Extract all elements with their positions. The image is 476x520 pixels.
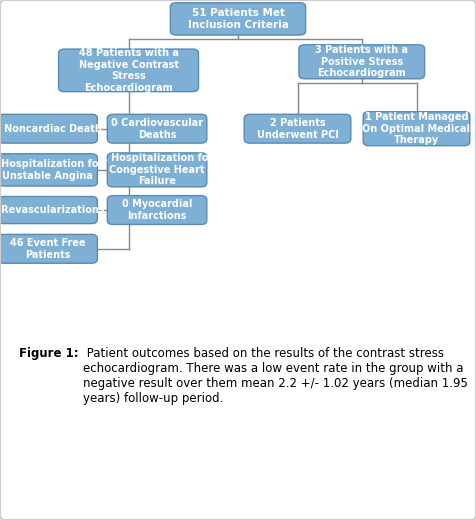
Text: 51 Patients Met
Inclusion Criteria: 51 Patients Met Inclusion Criteria (188, 8, 288, 30)
FancyBboxPatch shape (59, 49, 198, 92)
Text: 46 Event Free
Patients: 46 Event Free Patients (10, 238, 85, 259)
Text: 3 Patients with a
Positive Stress
Echocardiogram: 3 Patients with a Positive Stress Echoca… (315, 45, 408, 79)
Text: 1 Noncardiac Death: 1 Noncardiac Death (0, 124, 101, 134)
Text: Figure 1:: Figure 1: (19, 347, 79, 360)
Text: 48 Patients with a
Negative Contrast
Stress
Echocardiogram: 48 Patients with a Negative Contrast Str… (79, 48, 178, 93)
FancyBboxPatch shape (244, 114, 351, 143)
FancyBboxPatch shape (170, 3, 306, 35)
FancyBboxPatch shape (0, 197, 97, 224)
FancyBboxPatch shape (108, 114, 207, 143)
Text: 1 Hospitalization for
Unstable Angina: 1 Hospitalization for Unstable Angina (0, 159, 104, 180)
Text: 2 Patients
Underwent PCI: 2 Patients Underwent PCI (257, 118, 338, 139)
FancyBboxPatch shape (363, 112, 470, 146)
Text: 1 Patient Managed
On Optimal Medical
Therapy: 1 Patient Managed On Optimal Medical The… (363, 112, 470, 145)
Text: 0 Revascularizations: 0 Revascularizations (0, 205, 104, 215)
FancyBboxPatch shape (299, 45, 425, 79)
FancyBboxPatch shape (0, 114, 97, 143)
Text: 1 Hospitalization for
Congestive Heart
Failure: 1 Hospitalization for Congestive Heart F… (101, 153, 213, 187)
Text: Patient outcomes based on the results of the contrast stress echocardiogram. The: Patient outcomes based on the results of… (83, 347, 468, 405)
FancyBboxPatch shape (108, 196, 207, 225)
FancyBboxPatch shape (0, 154, 97, 186)
FancyBboxPatch shape (0, 235, 97, 263)
FancyBboxPatch shape (108, 153, 207, 187)
Text: 0 Myocardial
Infarctions: 0 Myocardial Infarctions (122, 199, 192, 221)
Text: 0 Cardiovascular
Deaths: 0 Cardiovascular Deaths (111, 118, 203, 139)
